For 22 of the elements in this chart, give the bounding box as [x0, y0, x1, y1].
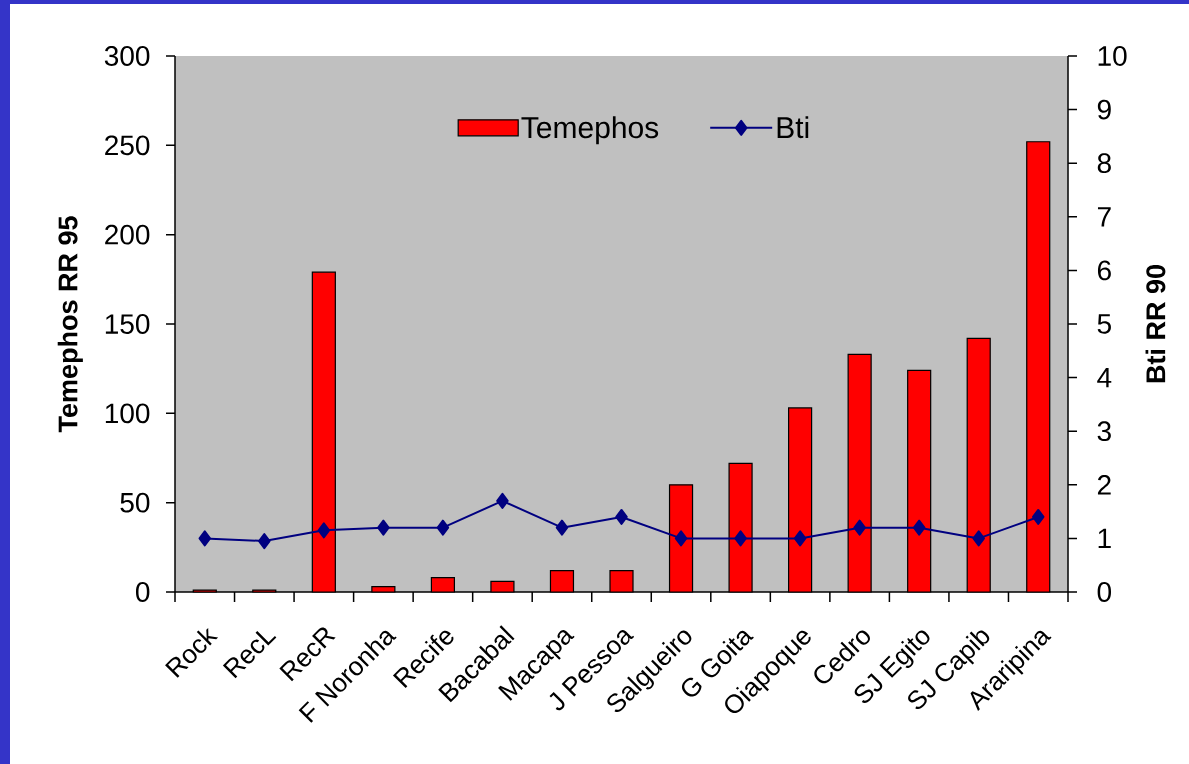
y2-tick-label: 4	[1097, 367, 1112, 388]
y2-tick-label: 6	[1097, 260, 1111, 281]
legend-label: Temephos	[521, 116, 659, 145]
legend-label: Bti	[777, 116, 809, 139]
y-tick-label: 0	[136, 582, 150, 602]
y2-tick-label: 2	[1097, 475, 1111, 495]
y2-tick-label: 9	[1097, 99, 1111, 120]
y-axis-title: Temephos RR 95	[57, 216, 83, 433]
y2-tick-label: 7	[1097, 207, 1111, 227]
y2-tick-label: 10	[1098, 46, 1127, 66]
y-tick-label: 250	[105, 135, 150, 156]
y-tick-label: 100	[105, 403, 150, 424]
y2-tick-label: 0	[1097, 582, 1112, 602]
y-tick-label: 200	[105, 224, 150, 245]
y2-tick-label: 1	[1098, 528, 1111, 549]
y2-tick-label: 3	[1097, 421, 1111, 442]
y-tick-label: 150	[105, 314, 150, 334]
y2-tick-label: 8	[1097, 153, 1111, 174]
y2-axis-title: Bti RR 90	[1145, 265, 1166, 383]
y2-tick-label: 5	[1097, 314, 1111, 334]
y-tick-label: 50	[120, 492, 150, 513]
y-tick-label: 300	[104, 46, 150, 66]
